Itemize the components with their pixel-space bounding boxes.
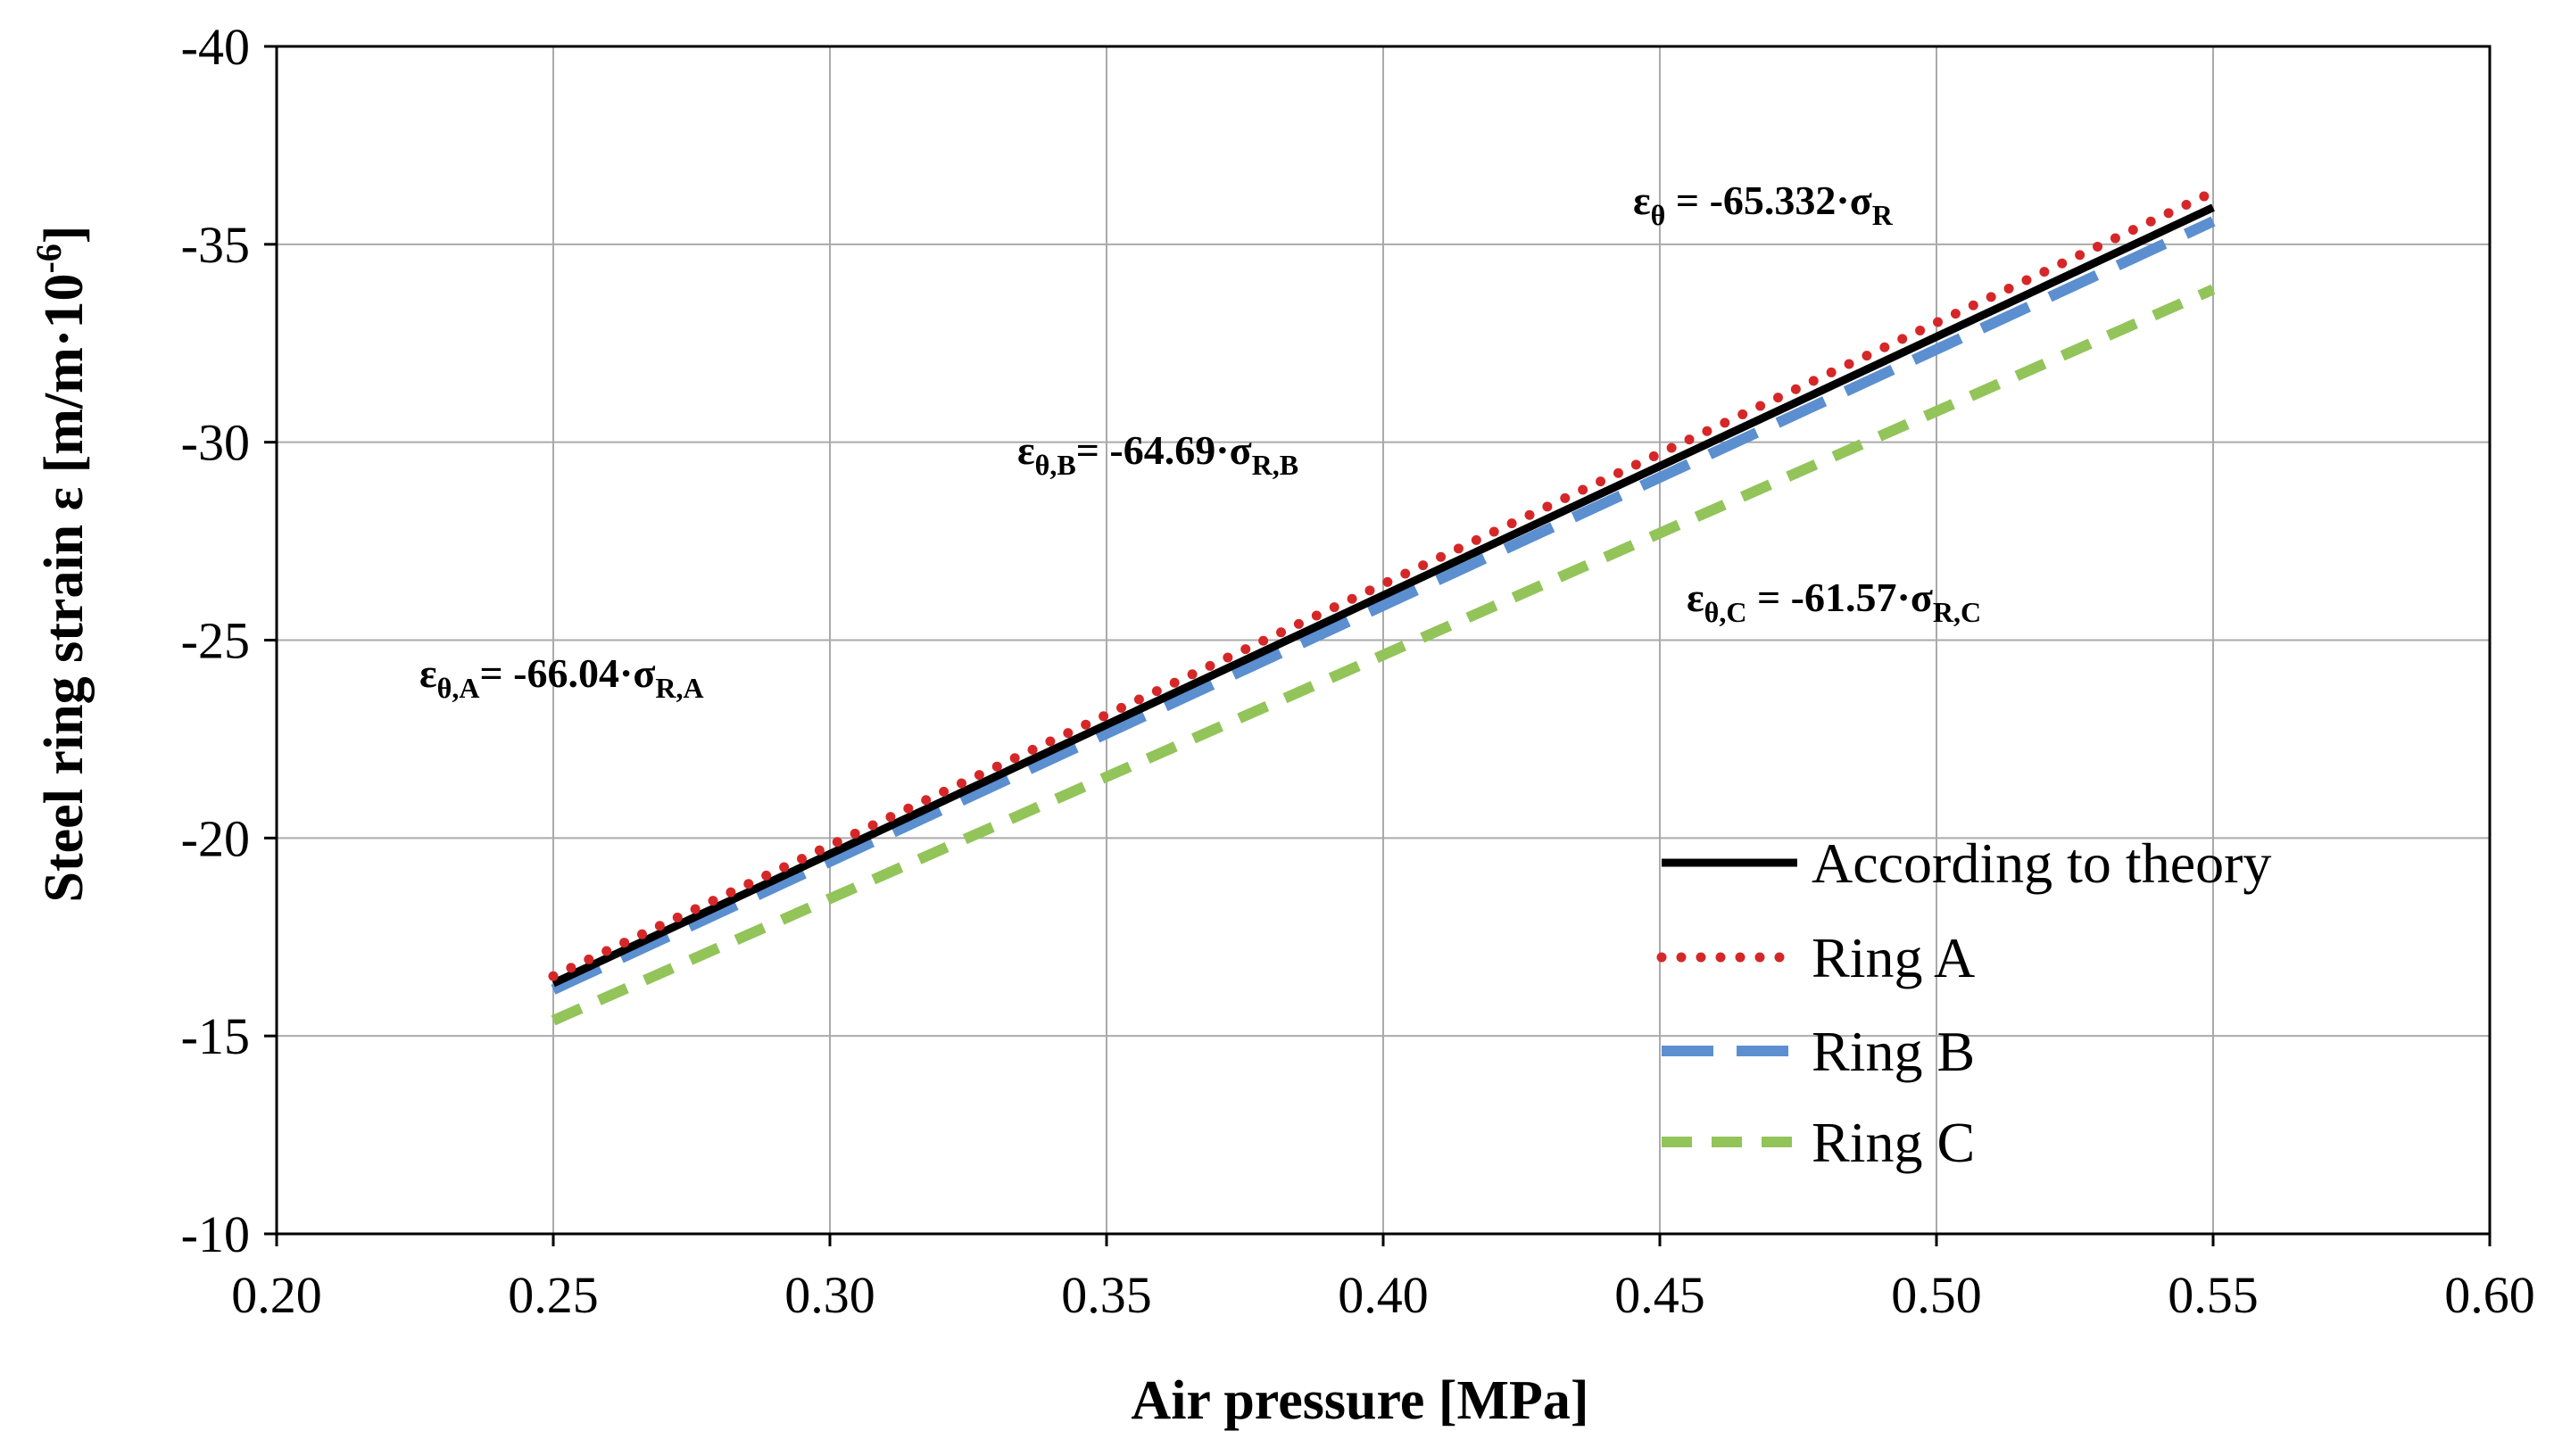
series-lines <box>548 186 2218 1026</box>
y-tick-label: -30 <box>181 414 250 472</box>
x-tick-label: 0.60 <box>2444 1266 2535 1324</box>
equation-part: ε <box>1687 575 1704 620</box>
equation-part: = -66.04·σ <box>479 650 655 696</box>
y-axis-title-exponent: -6 <box>29 244 69 273</box>
equation-part: R,A <box>655 672 703 704</box>
y-tick-label: -15 <box>181 1007 250 1065</box>
x-tick-label: 0.25 <box>508 1266 599 1324</box>
legend-label: Ring B <box>1812 1020 1975 1083</box>
equation-annotation-theory: εθ = -65.332·σR <box>1633 178 1894 231</box>
series-line-ring-b <box>551 216 2216 995</box>
legend-label: Ring A <box>1812 926 1975 989</box>
series-line-ring-a <box>548 186 2218 981</box>
equation-part: R,B <box>1252 449 1298 481</box>
legend-label: According to theory <box>1812 831 2271 895</box>
equation-part: R,C <box>1933 596 1981 628</box>
equation-part: ε <box>419 650 437 696</box>
x-tick-label: 0.45 <box>1614 1266 1705 1324</box>
equation-part: ε <box>1633 178 1651 223</box>
x-tick-label: 0.50 <box>1891 1266 1982 1324</box>
y-tick-label: -10 <box>181 1205 250 1263</box>
equation-part: = -65.332·σ <box>1665 178 1871 223</box>
legend: According to theory Ring A Ring B Ring C <box>1656 831 2271 1174</box>
series-line-according-to-theory <box>551 203 2215 988</box>
equation-part: θ,A <box>437 672 480 704</box>
y-tick-label: -20 <box>181 809 250 867</box>
y-axis-title-main: Steel ring strain ε [m/m·10 <box>34 274 95 903</box>
equation-part: θ,C <box>1704 596 1747 628</box>
equation-part: = -64.69·σ <box>1076 427 1252 473</box>
x-tick-label: 0.20 <box>231 1266 322 1324</box>
x-axis-ticks: 0.20 0.25 0.30 0.35 0.40 0.45 0.50 0.55 0.60 <box>231 1234 2535 1324</box>
equation-part: θ <box>1651 199 1666 231</box>
y-axis-title-close: ] <box>34 226 95 244</box>
equation-annotation-b: εθ,B= -64.69·σR,B <box>1017 427 1298 481</box>
equation-part: θ,B <box>1035 449 1076 481</box>
x-axis-title: Air pressure [MPa] <box>1131 1370 1588 1431</box>
x-tick-label: 0.55 <box>2168 1266 2259 1324</box>
y-tick-label: -25 <box>181 612 250 670</box>
x-tick-label: 0.35 <box>1061 1266 1152 1324</box>
equation-part: = -61.57·σ <box>1746 575 1932 620</box>
x-tick-label: 0.30 <box>784 1266 875 1324</box>
equation-part: ε <box>1017 427 1035 473</box>
y-tick-label: -40 <box>181 18 250 76</box>
y-axis-title: Steel ring strain ε [m/m·10-6] <box>29 226 95 903</box>
equation-annotation-a: εθ,A= -66.04·σR,A <box>419 650 704 704</box>
series-line-ring-c <box>551 284 2216 1026</box>
equation-part: R <box>1872 199 1894 231</box>
equation-annotation-c: εθ,C = -61.57·σR,C <box>1687 575 1981 628</box>
y-tick-label: -35 <box>181 216 250 274</box>
legend-label: Ring C <box>1812 1111 1975 1174</box>
y-axis-ticks: -10 -15 -20 -25 -30 -35 -40 <box>181 18 277 1263</box>
x-tick-label: 0.40 <box>1338 1266 1429 1324</box>
